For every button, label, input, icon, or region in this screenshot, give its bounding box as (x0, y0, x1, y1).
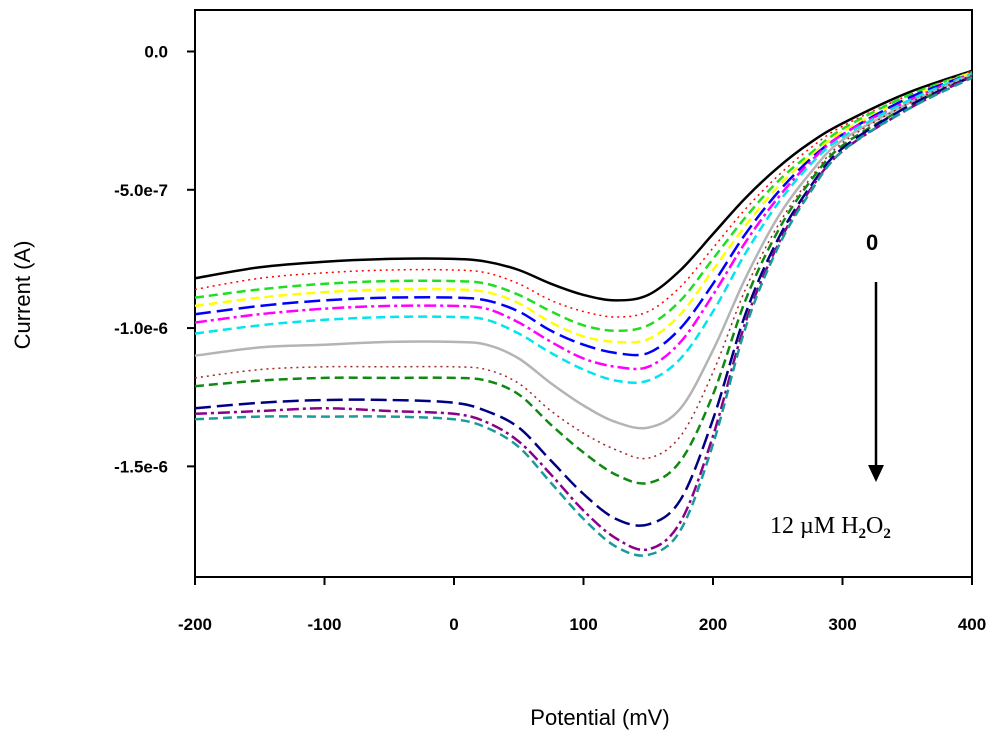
y-tick-label: 0.0 (144, 42, 168, 61)
annotation-end-sub1: 2 (859, 526, 867, 542)
series-line-2 (194, 71, 973, 333)
x-tick-label: 200 (699, 615, 727, 634)
y-axis-title: Current (A) (10, 241, 35, 350)
y-tick-label: -1.0e-6 (114, 319, 168, 338)
plot-frame (194, 9, 973, 578)
x-tick-label: -100 (307, 615, 341, 634)
annotation-arrow-head (868, 465, 884, 482)
series-line-7 (194, 73, 973, 430)
x-axis-ticks: -200 -100 0 100 200 300 400 (178, 577, 986, 634)
x-tick-label: 0 (449, 615, 458, 634)
annotation-end-prefix: 12 µM H (770, 513, 859, 539)
x-axis-title: Potential (mV) (530, 705, 669, 730)
x-tick-label: 300 (828, 615, 856, 634)
x-tick-label: 100 (569, 615, 597, 634)
series-line-9 (194, 75, 973, 485)
annotation-end-mid: O (866, 513, 883, 539)
y-tick-label: -5.0e-7 (114, 181, 168, 200)
series-line-5 (194, 72, 973, 371)
annotation-end-label: 12 µM H2O2 (770, 513, 891, 542)
series-line-10 (194, 75, 973, 527)
series-line-0 (194, 69, 973, 302)
x-tick-label: 400 (958, 615, 986, 634)
series-line-6 (194, 72, 973, 384)
annotation-start-label: 0 (866, 230, 878, 255)
y-tick-label: -1.5e-6 (114, 457, 168, 476)
series-line-4 (194, 72, 973, 357)
series-line-8 (194, 74, 973, 460)
series-line-12 (194, 76, 973, 557)
y-axis-ticks: 0.0 -5.0e-7 -1.0e-6 -1.5e-6 (114, 42, 195, 476)
series-layer (194, 69, 973, 557)
annotation-end-sub2: 2 (883, 526, 891, 542)
x-tick-label: -200 (178, 615, 212, 634)
series-line-3 (194, 71, 973, 344)
series-line-11 (194, 75, 973, 552)
